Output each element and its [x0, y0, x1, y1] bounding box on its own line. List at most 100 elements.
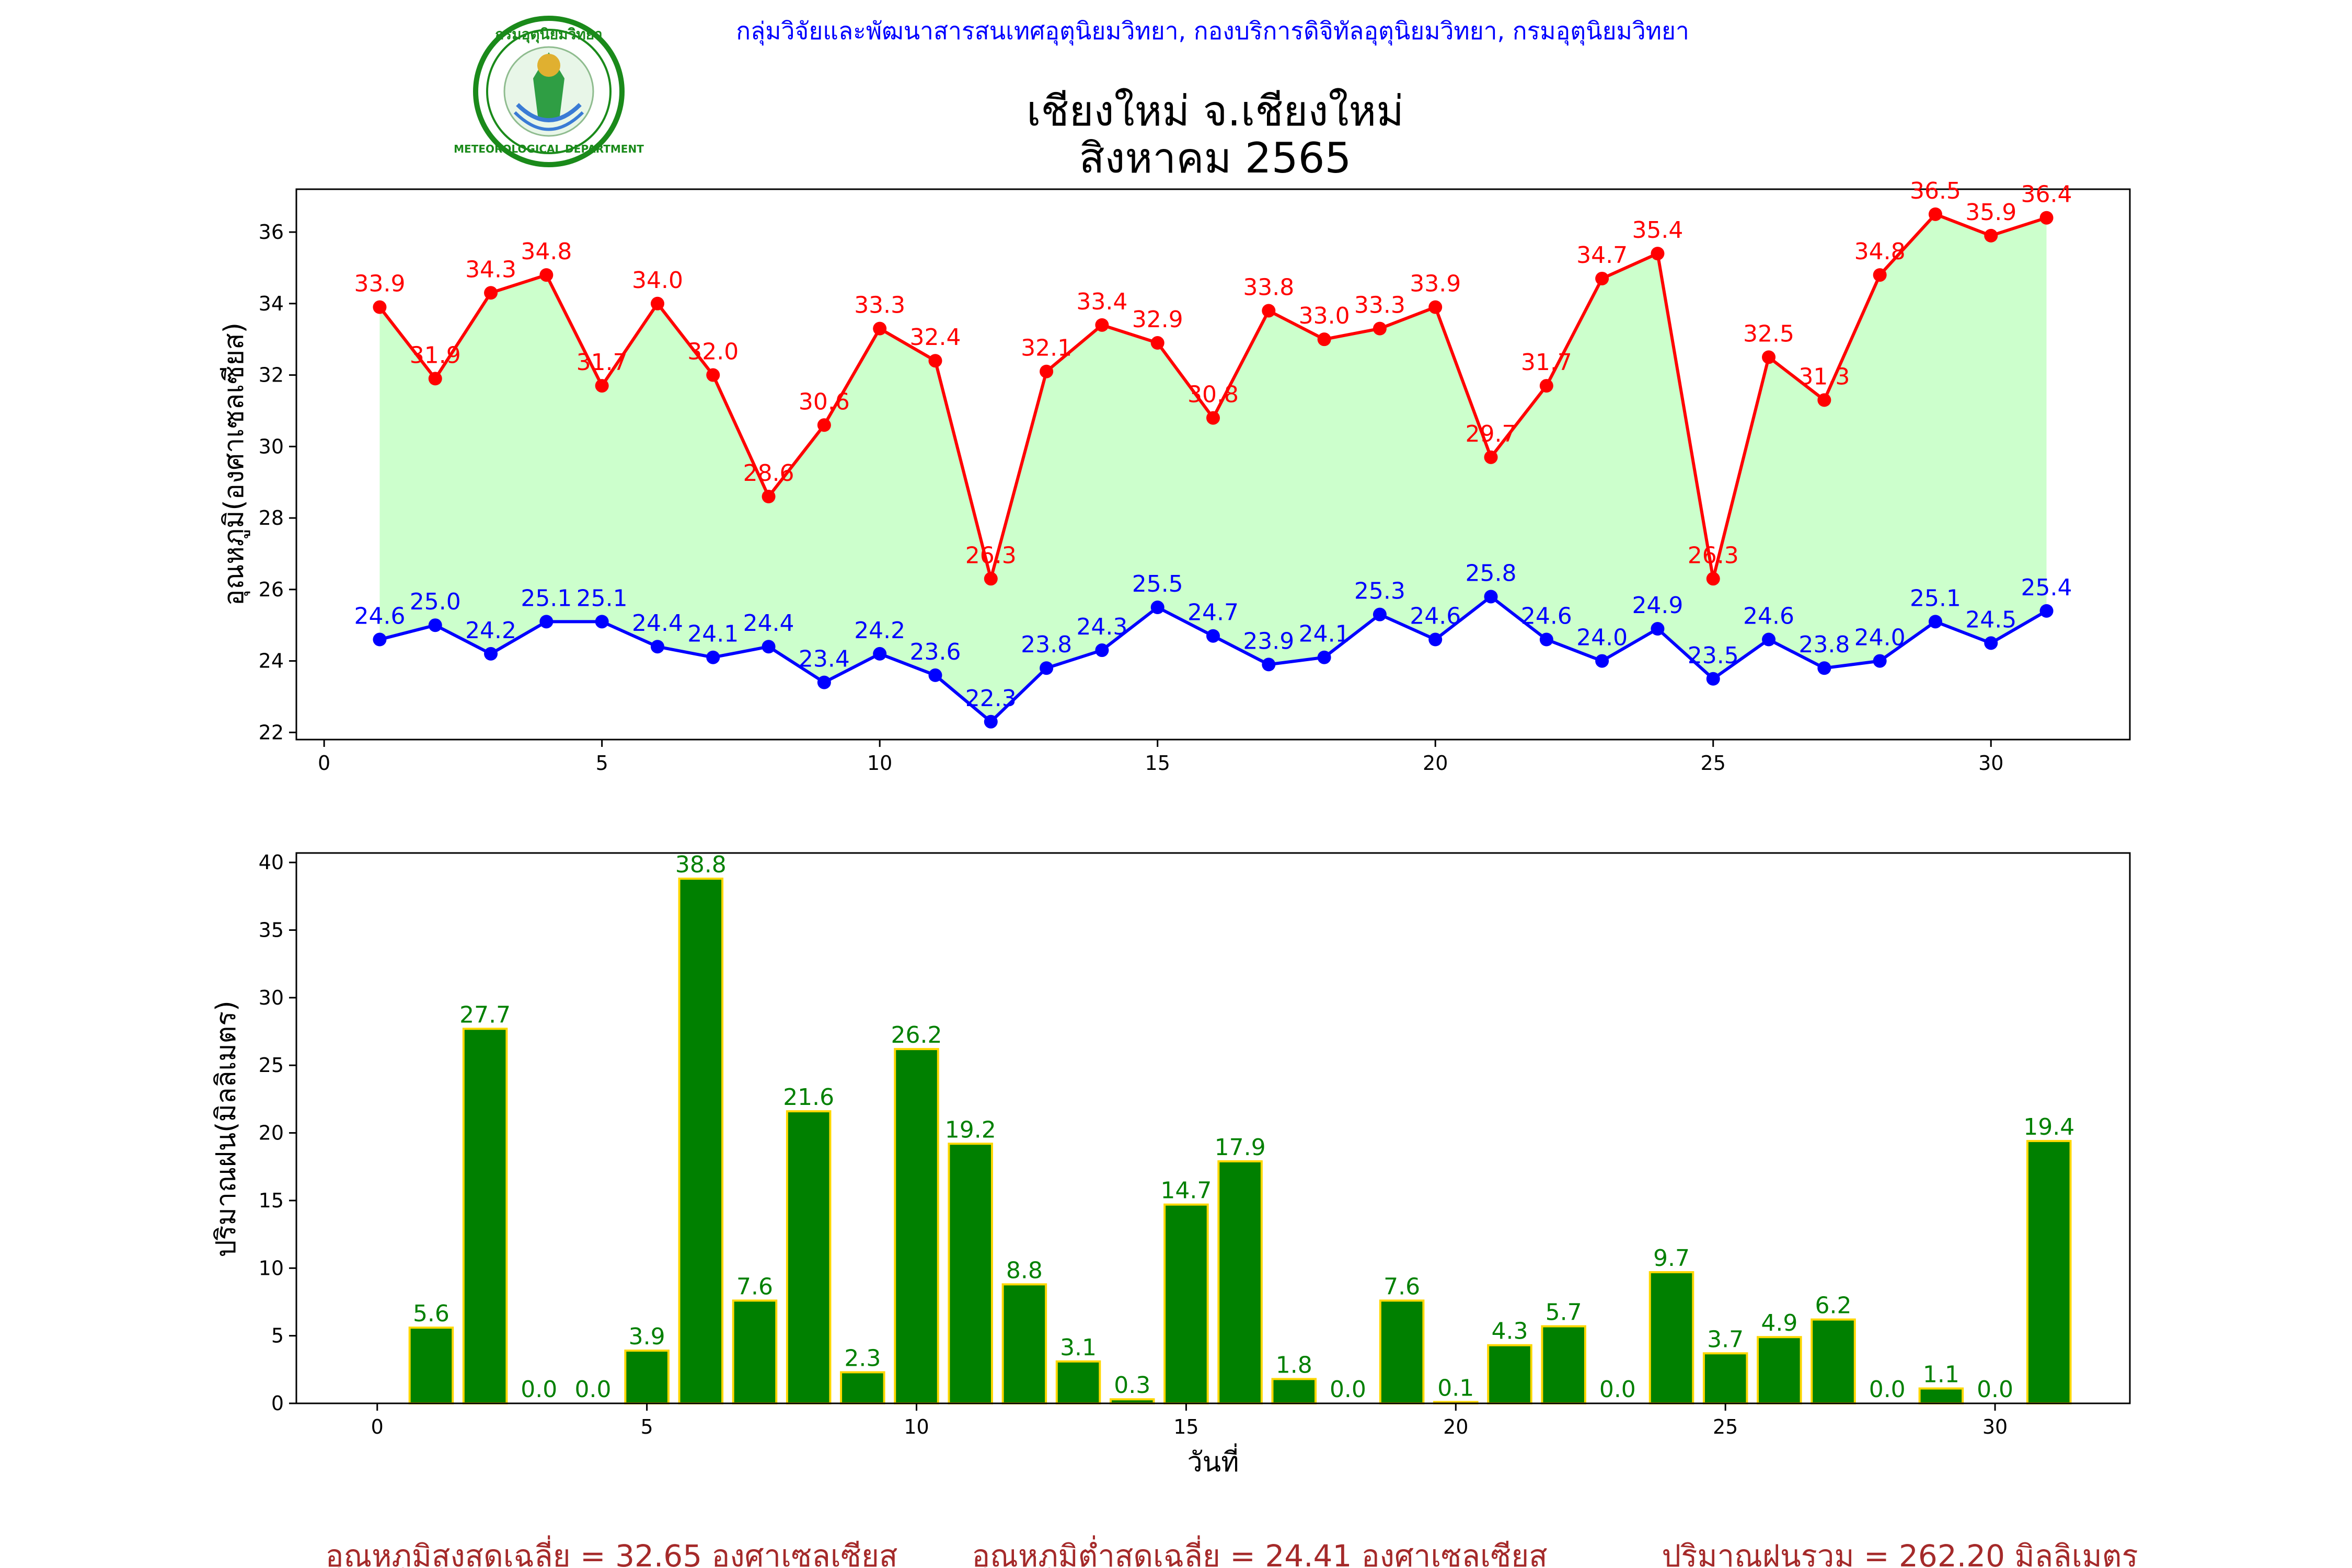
temperature-data-label-max: 31.7: [577, 349, 628, 376]
temperature-data-label-min: 24.9: [1632, 592, 1683, 619]
rainfall-data-label: 38.8: [675, 851, 727, 878]
rainfall-x-axis-label: วันที่: [1187, 1443, 1239, 1478]
temperature-data-label-max: 35.9: [1965, 199, 2016, 226]
rainfall-y-tick-label: 40: [259, 851, 284, 874]
chart-title-line1: เชียงใหม่ จ.เชียงใหม่: [1027, 87, 1404, 135]
temperature-data-label-min: 25.1: [1910, 585, 1961, 612]
logo-text-bottom: METEOROLOGICAL DEPARTMENT: [454, 143, 644, 155]
temperature-point-max: [1040, 364, 1054, 378]
temperature-point-min: [650, 640, 664, 654]
temperature-point-max: [595, 379, 609, 393]
rainfall-chart: 0 5 10 15 20 25 30 35 40 0 5 10 15 20 25 30 5.6 27.7 0.0…: [211, 851, 2131, 1478]
rainfall-data-label: 0.0: [574, 1376, 611, 1403]
rainfall-bar: [1702, 1352, 1748, 1404]
temperature-x-tick-label: 15: [1145, 752, 1170, 775]
temperature-y-axis-label: อุณหภูมิ(องศาเซลเซียส): [218, 322, 250, 606]
rainfall-data-label: 19.4: [2023, 1114, 2074, 1140]
rainfall-y-tick-label: 10: [259, 1256, 284, 1279]
rainfall-data-label: 0.0: [1869, 1376, 1906, 1403]
temperature-point-min: [1595, 654, 1609, 668]
rainfall-data-label: 0.0: [1330, 1376, 1366, 1403]
temperature-data-label-min: 25.5: [1132, 571, 1183, 597]
logo-text-top: กรมอุตุนิยมวิทยา: [495, 26, 603, 43]
footer-avg-min: อุณหภูมิต่ำสุดเฉลี่ย = 24.41 องศาเซลเซีย…: [972, 1535, 1547, 1568]
temperature-y-tick-label: 22: [259, 721, 284, 744]
rainfall-bar: [1648, 1271, 1694, 1404]
temperature-point-max: [1428, 300, 1443, 314]
temperature-data-label-min: 24.6: [1410, 603, 1461, 630]
temperature-point-max: [1928, 207, 1942, 221]
rainfall-data-label: 0.0: [1599, 1376, 1636, 1403]
temperature-data-label-min: 24.5: [1965, 606, 2016, 633]
rainfall-data-label: 3.9: [629, 1323, 665, 1350]
rainfall-data-label: 19.2: [945, 1116, 996, 1143]
temperature-point-max: [706, 368, 720, 382]
temperature-point-min: [984, 714, 998, 729]
rainfall-data-label: 4.3: [1491, 1318, 1528, 1345]
temperature-data-label-max: 32.0: [687, 339, 739, 365]
temperature-data-label-min: 23.6: [910, 639, 961, 665]
temperature-point-max: [650, 296, 664, 310]
temperature-point-min: [1428, 632, 1443, 647]
temperature-point-min: [762, 640, 776, 654]
rainfall-data-label: 27.7: [459, 1001, 511, 1028]
temperature-data-label-max: 29.7: [1466, 421, 1517, 447]
temperature-point-max: [1150, 336, 1165, 350]
temperature-data-label-max: 33.3: [854, 292, 905, 319]
rainfall-bar: [2026, 1140, 2072, 1404]
temperature-x-tick-label: 0: [318, 752, 330, 775]
temperature-x-tick-label: 25: [1701, 752, 1726, 775]
temperature-point-max: [1762, 350, 1776, 364]
footer-total-rain: ปริมาณฝนรวม = 262.20 มิลลิเมตร: [1662, 1538, 2138, 1568]
temperature-point-min: [1651, 622, 1665, 636]
temperature-point-min: [1539, 632, 1553, 647]
temperature-data-label-min: 25.1: [521, 585, 572, 612]
rainfall-x-tick-label: 20: [1443, 1415, 1468, 1438]
temperature-data-label-min: 23.9: [1243, 628, 1294, 654]
temperature-point-max: [484, 286, 498, 300]
temperature-data-label-min: 22.3: [965, 685, 1017, 712]
rainfall-y-tick-label: 0: [271, 1392, 284, 1415]
temperature-point-max: [873, 321, 887, 336]
rainfall-y-tick-label: 20: [259, 1122, 284, 1145]
temperature-point-min: [817, 675, 831, 689]
temperature-data-label-max: 32.9: [1132, 306, 1183, 333]
rainfall-data-label: 6.2: [1815, 1293, 1852, 1319]
temperature-point-max: [984, 572, 998, 586]
rainfall-bar: [1487, 1344, 1532, 1404]
rainfall-data-label: 5.7: [1546, 1299, 1582, 1326]
temperature-data-label-min: 24.6: [1521, 603, 1572, 630]
temperature-point-max: [1539, 379, 1553, 393]
temperature-point-min: [1262, 658, 1276, 672]
temperature-point-max: [1206, 411, 1220, 425]
temperature-data-label-max: 31.7: [1521, 349, 1572, 376]
temperature-data-label-min: 24.7: [1187, 599, 1239, 626]
rainfall-data-label: 3.1: [1060, 1334, 1097, 1361]
temperature-data-label-max: 26.3: [1688, 542, 1739, 569]
rainfall-bar: [786, 1110, 832, 1404]
temperature-data-label-min: 23.8: [1021, 631, 1072, 658]
temperature-data-label-max: 26.3: [965, 542, 1017, 569]
temperature-data-label-max: 32.1: [1021, 335, 1072, 362]
rainfall-data-label: 9.7: [1653, 1245, 1690, 1272]
temperature-data-label-min: 25.8: [1466, 560, 1517, 586]
temperature-data-label-max: 33.4: [1076, 289, 1127, 315]
temperature-point-max: [1817, 393, 1831, 407]
temperature-point-min: [873, 647, 887, 661]
temperature-point-max: [1484, 450, 1498, 464]
temperature-data-label-max: 34.8: [1854, 238, 1906, 265]
rainfall-bar: [732, 1299, 778, 1405]
temperature-y-tick-label: 34: [259, 292, 284, 315]
temperature-data-label-max: 36.4: [2021, 181, 2072, 208]
rainfall-bar: [840, 1371, 885, 1405]
temperature-point-max: [1706, 572, 1720, 586]
temperature-y-tick-label: 36: [259, 221, 284, 244]
rainfall-bar: [1379, 1299, 1425, 1405]
rainfall-data-label: 7.6: [736, 1273, 773, 1300]
temperature-x-tick-label: 5: [596, 752, 608, 775]
temperature-point-max: [1317, 332, 1331, 347]
rainfall-data-label: 0.3: [1114, 1372, 1150, 1399]
rainfall-x-tick-label: 25: [1713, 1415, 1738, 1438]
rainfall-y-tick-label: 25: [259, 1054, 284, 1077]
rainfall-data-label: 26.2: [891, 1022, 942, 1048]
